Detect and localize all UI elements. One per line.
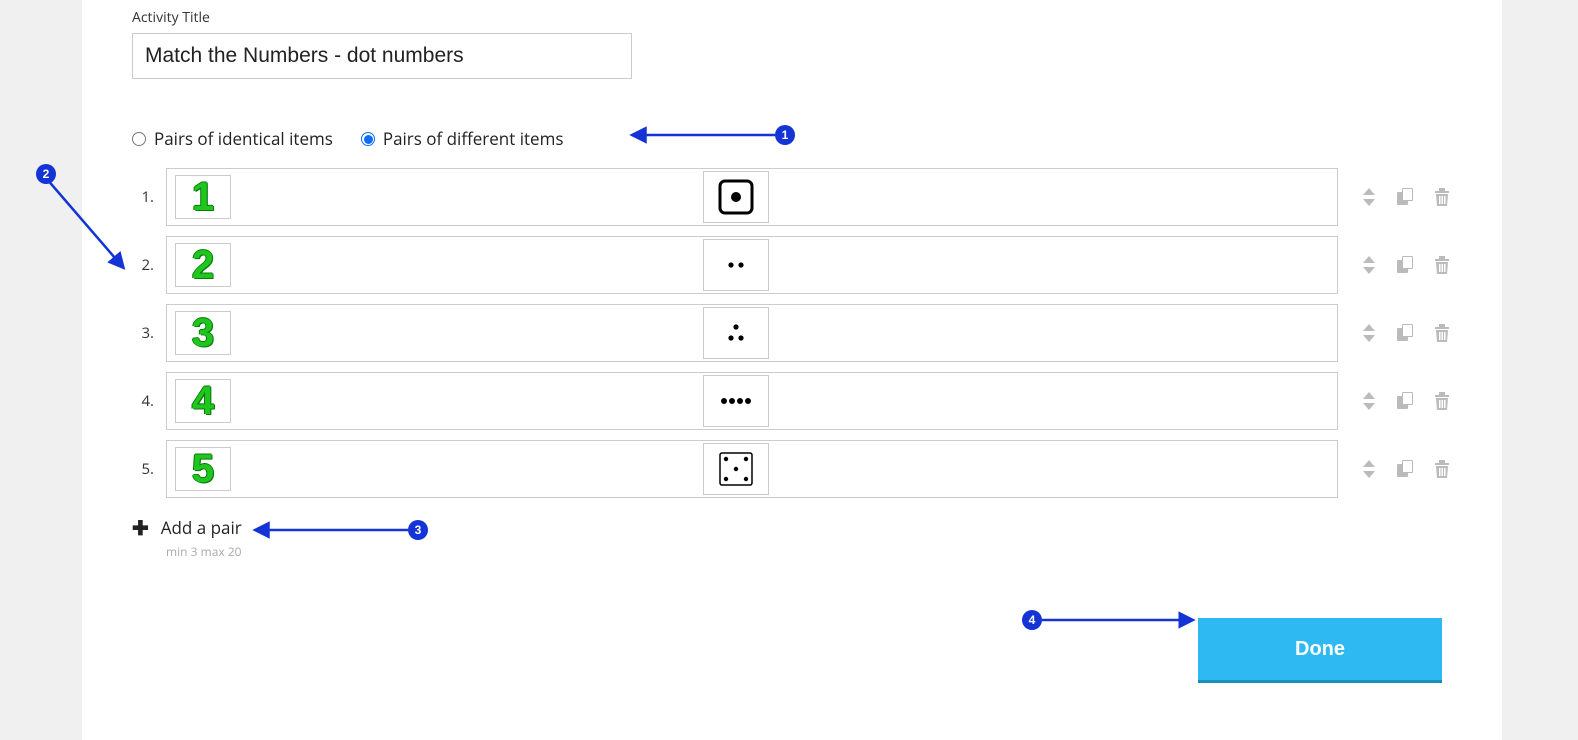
row-index: 2. <box>132 255 154 275</box>
pair-row: 5. 5 <box>132 440 1452 498</box>
pair-row: 4. 4 <box>132 372 1452 430</box>
row-actions <box>1360 186 1452 208</box>
left-thumb[interactable]: 4 <box>175 379 231 423</box>
sort-icon[interactable] <box>1360 322 1378 344</box>
add-pair-label: Add a pair <box>161 516 242 539</box>
left-digit: 1 <box>192 177 214 217</box>
left-digit: 2 <box>192 245 214 285</box>
trash-icon[interactable] <box>1432 458 1452 480</box>
pair-box[interactable]: 3 <box>166 304 1338 362</box>
row-index: 1. <box>132 187 154 207</box>
add-pair-button[interactable]: ✚ Add a pair <box>132 514 1452 541</box>
pairs-list: 1. 1 2. 2 3. 3 4. <box>132 168 1452 498</box>
editor-card: Activity Title Pairs of identical items … <box>82 0 1502 740</box>
right-thumb[interactable] <box>703 171 769 223</box>
right-thumb[interactable] <box>703 307 769 359</box>
pair-row: 3. 3 <box>132 304 1452 362</box>
left-digit: 3 <box>192 313 214 353</box>
copy-icon[interactable] <box>1394 390 1416 412</box>
left-digit: 5 <box>192 449 214 489</box>
left-thumb[interactable]: 2 <box>175 243 231 287</box>
activity-title-input[interactable] <box>132 33 632 79</box>
radio-different-label: Pairs of different items <box>383 127 564 150</box>
trash-icon[interactable] <box>1432 322 1452 344</box>
copy-icon[interactable] <box>1394 322 1416 344</box>
left-thumb[interactable]: 5 <box>175 447 231 491</box>
sort-icon[interactable] <box>1360 186 1378 208</box>
radio-identical[interactable]: Pairs of identical items <box>132 127 333 150</box>
trash-icon[interactable] <box>1432 390 1452 412</box>
copy-icon[interactable] <box>1394 186 1416 208</box>
left-thumb[interactable]: 1 <box>175 175 231 219</box>
right-thumb[interactable] <box>703 443 769 495</box>
pair-box[interactable]: 5 <box>166 440 1338 498</box>
radio-icon <box>361 132 375 146</box>
sort-icon[interactable] <box>1360 254 1378 276</box>
row-index: 5. <box>132 459 154 479</box>
left-digit: 4 <box>192 381 214 421</box>
radio-identical-label: Pairs of identical items <box>154 127 333 150</box>
sort-icon[interactable] <box>1360 390 1378 412</box>
right-thumb[interactable] <box>703 375 769 427</box>
row-actions <box>1360 390 1452 412</box>
trash-icon[interactable] <box>1432 186 1452 208</box>
trash-icon[interactable] <box>1432 254 1452 276</box>
annotation-badge-2: 2 <box>36 164 56 184</box>
copy-icon[interactable] <box>1394 254 1416 276</box>
radio-icon <box>132 132 146 146</box>
annotation-badge-3: 3 <box>408 520 428 540</box>
done-button[interactable]: Done <box>1198 618 1442 680</box>
activity-title-label: Activity Title <box>132 8 1452 27</box>
pair-box[interactable]: 1 <box>166 168 1338 226</box>
pair-row: 2. 2 <box>132 236 1452 294</box>
row-actions <box>1360 254 1452 276</box>
pair-box[interactable]: 2 <box>166 236 1338 294</box>
row-actions <box>1360 458 1452 480</box>
right-thumb[interactable] <box>703 239 769 291</box>
row-actions <box>1360 322 1452 344</box>
pair-count-hint: min 3 max 20 <box>166 543 1452 560</box>
copy-icon[interactable] <box>1394 458 1416 480</box>
row-index: 3. <box>132 323 154 343</box>
annotation-badge-4: 4 <box>1022 610 1042 630</box>
pair-box[interactable]: 4 <box>166 372 1338 430</box>
sort-icon[interactable] <box>1360 458 1378 480</box>
radio-different[interactable]: Pairs of different items <box>361 127 564 150</box>
plus-icon: ✚ <box>132 514 149 541</box>
row-index: 4. <box>132 391 154 411</box>
annotation-badge-1: 1 <box>775 125 795 145</box>
pair-row: 1. 1 <box>132 168 1452 226</box>
left-thumb[interactable]: 3 <box>175 311 231 355</box>
